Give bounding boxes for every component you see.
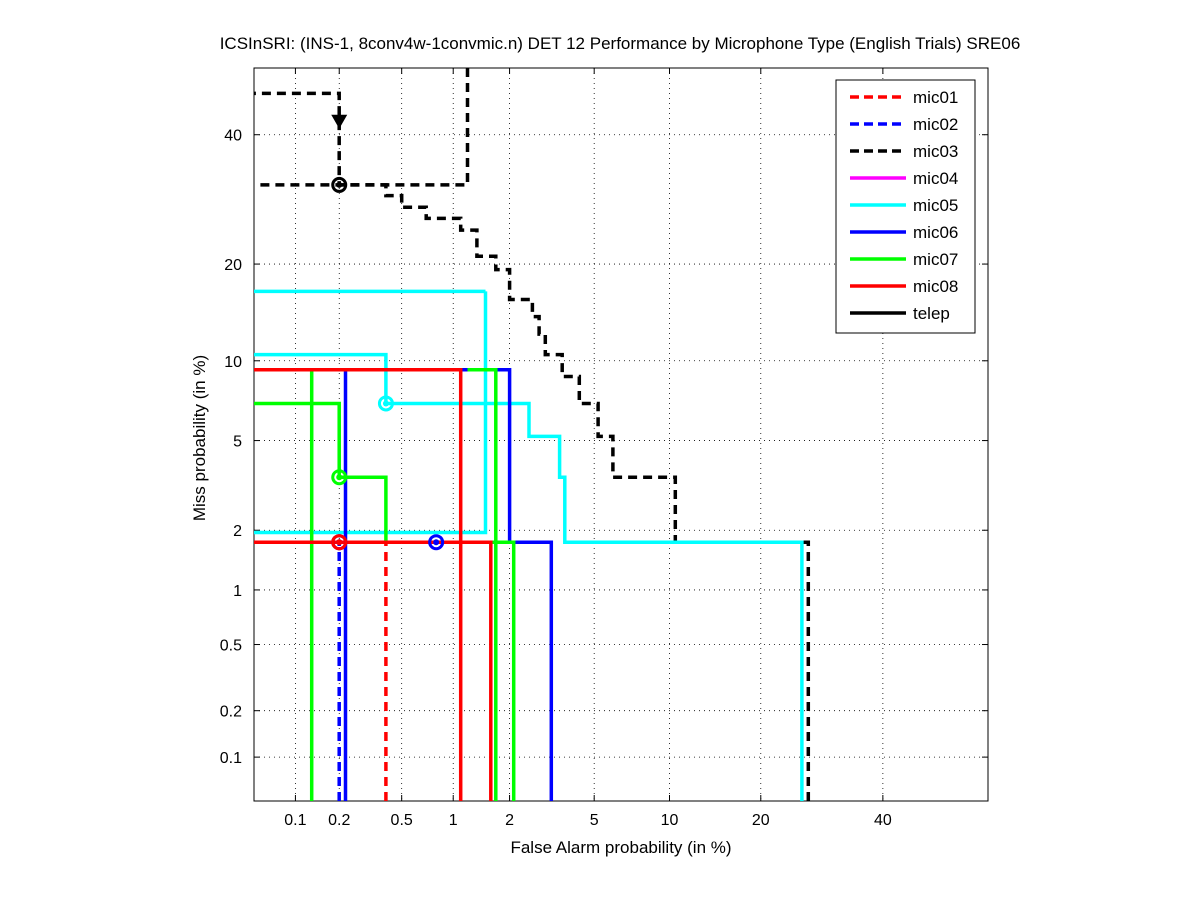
series-mic05 — [254, 352, 804, 801]
chart-title: ICSInSRI: (INS-1, 8conv4w-1convmic.n) DE… — [219, 34, 1021, 53]
legend-label-mic05: mic05 — [913, 196, 958, 215]
min-dcf-dot-mic08 — [336, 539, 343, 546]
series-mic07-c — [467, 368, 498, 801]
series-mic05-b — [254, 291, 488, 535]
series-mic03-cluster — [254, 68, 470, 187]
x-tick-label: 5 — [590, 812, 599, 829]
x-tick-label: 40 — [874, 812, 892, 829]
tick-layer: 0.1 0.2 0.5 1 2 5 10 20 40 0.1 0.2 0.5 1 2 5 10 20 40 — [220, 68, 988, 829]
y-tick-label: 0.1 — [220, 750, 242, 767]
arrow-marker — [331, 114, 348, 129]
series-layer — [254, 68, 811, 801]
x-tick-label: 10 — [661, 812, 679, 829]
min-dcf-marker-mic08 — [331, 534, 348, 551]
y-tick-label: 1 — [233, 583, 242, 600]
y-tick-label: 40 — [224, 128, 242, 145]
series-mic08-b — [254, 368, 463, 801]
y-tick-label: 0.2 — [220, 704, 242, 721]
x-tick-label: 0.2 — [328, 812, 350, 829]
min-dcf-marker-mic06 — [428, 534, 445, 551]
legend-label-mic01: mic01 — [913, 88, 958, 107]
legend-label-mic08: mic08 — [913, 277, 958, 296]
legend-label-mic06: mic06 — [913, 223, 958, 242]
marker-layer — [331, 114, 445, 551]
min-dcf-dot-mic05 — [382, 400, 389, 407]
min-dcf-marker-mic05 — [377, 395, 394, 412]
y-tick-label: 0.5 — [220, 638, 242, 655]
legend-label-telep: telep — [913, 304, 950, 323]
min-dcf-marker-mic07 — [331, 469, 348, 486]
y-axis-label: Miss probability (in %) — [190, 354, 209, 522]
y-tick-label: 2 — [233, 523, 242, 540]
min-dcf-dot-mic03 — [336, 181, 343, 188]
y-tick-label: 5 — [233, 434, 242, 451]
y-tick-label: 20 — [224, 257, 242, 274]
x-axis-label: False Alarm probability (in %) — [510, 838, 732, 857]
x-tick-label: 1 — [449, 812, 458, 829]
legend-label-mic04: mic04 — [913, 169, 958, 188]
min-dcf-marker-mic03 — [331, 176, 348, 193]
x-tick-label: 0.5 — [391, 812, 413, 829]
legend-label-mic02: mic02 — [913, 115, 958, 134]
legend-label-mic07: mic07 — [913, 250, 958, 269]
x-tick-label: 2 — [505, 812, 514, 829]
x-tick-label: 0.1 — [284, 812, 306, 829]
x-tick-label: 20 — [752, 812, 770, 829]
legend: mic01 mic02 mic03 mic04 mic05 mic06 mic07 mic08… — [835, 79, 976, 334]
min-dcf-dot-mic07 — [336, 474, 343, 481]
min-dcf-dot-mic06 — [433, 539, 440, 546]
legend-label-mic03: mic03 — [913, 142, 958, 161]
y-tick-label: 10 — [224, 354, 242, 371]
